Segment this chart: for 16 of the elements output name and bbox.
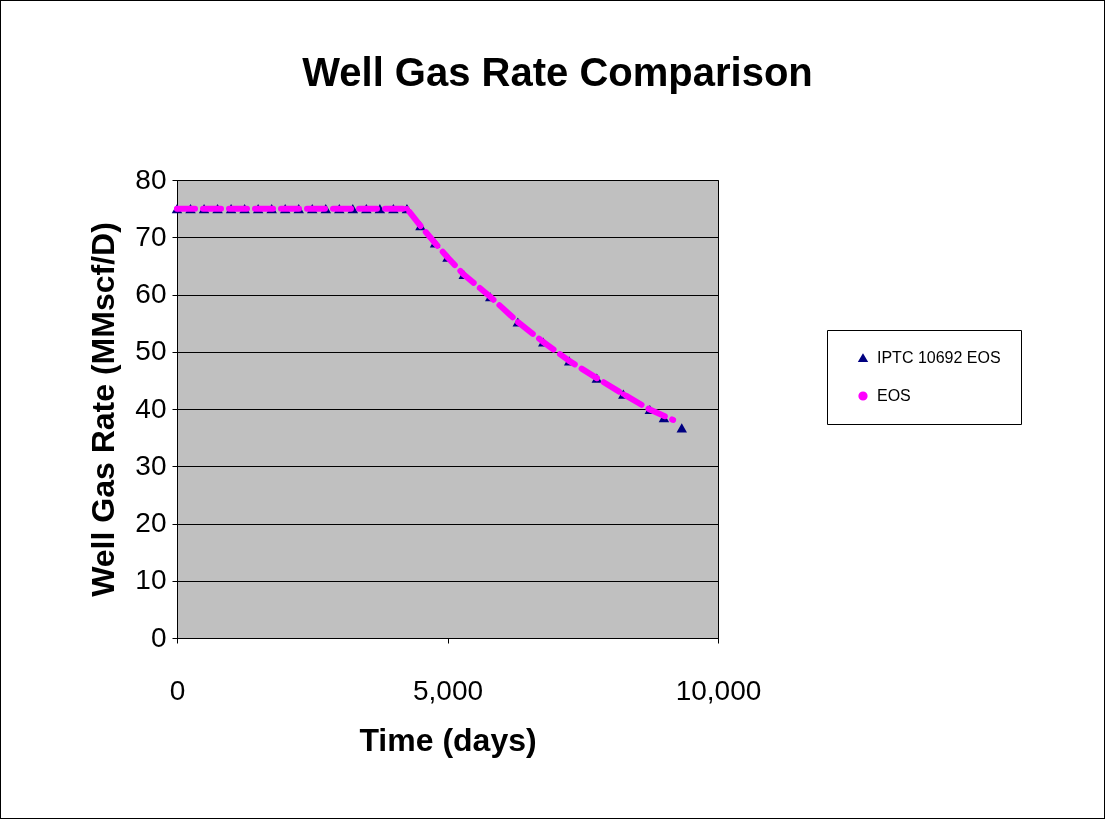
x-tick-label: 5,000 (412, 674, 484, 706)
y-tick-label: 70 (135, 220, 167, 252)
y-tick-label: 30 (135, 449, 167, 481)
y-tick-label: 50 (135, 335, 167, 367)
legend-label: EOS (877, 387, 911, 404)
x-tick-label: 10,000 (675, 674, 762, 706)
y-tick-label: 80 (135, 163, 167, 195)
y-tick-label: 20 (135, 507, 167, 538)
x-axis-title: Time (days) (359, 721, 537, 758)
y-tick-label: 10 (135, 564, 167, 596)
y-tick-label: 60 (135, 278, 167, 309)
y-axis-title: Well Gas Rate (MMscf/D) (85, 222, 122, 597)
legend-label: IPTC 10692 EOS (877, 349, 1001, 366)
chart-title: Well Gas Rate Comparison (302, 50, 813, 94)
y-tick-label: 0 (150, 621, 167, 653)
y-tick-label: 40 (135, 392, 167, 424)
